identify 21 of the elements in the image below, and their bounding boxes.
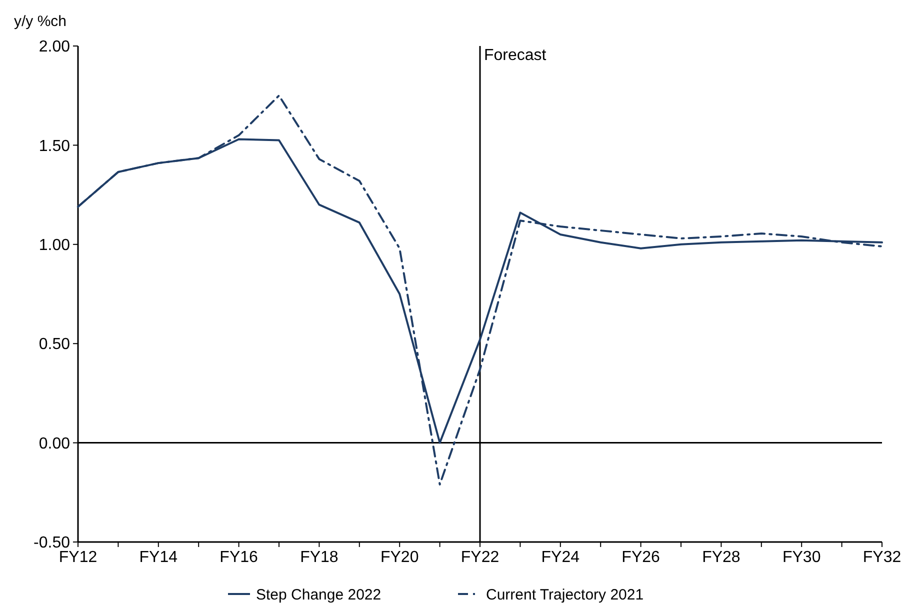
x-tick-label: FY30 [782,549,821,566]
y-tick-label: 0.00 [38,435,70,452]
y-tick-label: 1.50 [38,138,70,155]
x-tick-label: FY22 [460,549,500,566]
x-tick-label: FY14 [139,549,178,566]
x-tick-label: FY18 [300,549,338,566]
y-tick-label: 1.00 [38,237,70,254]
y-tick-label: 2.00 [38,38,70,56]
y-tick-label: -0.50 [34,534,70,552]
legend-label: Step Change 2022 [256,586,382,604]
y-axis-title: y/y %ch [14,13,67,30]
x-tick-label: FY20 [380,549,419,566]
y-tick-label: 0.50 [38,336,70,354]
x-tick-label: FY12 [58,549,98,566]
x-tick-label: FY28 [702,549,740,566]
x-tick-label: FY26 [622,549,660,566]
x-tick-label: FY32 [862,549,902,566]
legend-label: Current Trajectory 2021 [486,586,644,604]
ref-line-label: Forecast [484,47,547,64]
x-tick-label: FY24 [541,549,580,566]
x-tick-label: FY16 [220,549,258,566]
